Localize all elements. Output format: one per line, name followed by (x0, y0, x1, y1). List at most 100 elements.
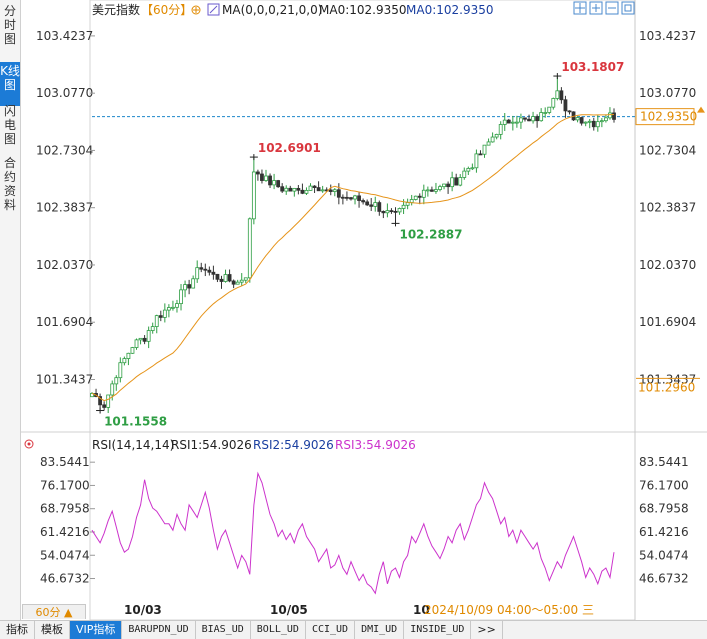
candle-body (377, 202, 382, 212)
candle-body (401, 204, 406, 209)
candle-body (470, 167, 475, 170)
price-tick-left: 101.3437 (36, 372, 93, 386)
date-label-1003: 10/03 (124, 603, 162, 617)
tab-dmi[interactable]: DMI_UD (355, 621, 405, 639)
add-icon[interactable] (191, 5, 201, 15)
candle-body (608, 112, 612, 119)
maximize-icon[interactable] (621, 1, 635, 15)
candle-body (393, 210, 398, 213)
maximize-icon-inner (624, 4, 632, 12)
chart-frame (89, 0, 636, 620)
tab-template[interactable]: 模板 (35, 621, 70, 639)
rsi-tick-right: 54.0474 (639, 548, 689, 562)
period-selector-button[interactable]: 60分 ▲ (22, 604, 86, 619)
tab-inside[interactable]: INSIDE_UD (404, 621, 472, 639)
candle-body (563, 99, 568, 112)
price-tick-left: 102.7304 (36, 143, 93, 157)
candle-body (482, 144, 487, 155)
candle-body (369, 204, 374, 207)
candle-body (353, 195, 357, 200)
candle-body (211, 271, 216, 275)
tab-contract-info[interactable]: 合约资料 (3, 156, 16, 212)
candle-body (458, 177, 463, 186)
annotation-label: 102.2887 (399, 227, 462, 241)
candle-body (397, 208, 402, 213)
candle-body (494, 133, 499, 138)
rsi-settings-icon-dot (27, 442, 31, 446)
candle-body (421, 189, 426, 198)
candle-body (442, 183, 446, 188)
rsi-settings-icon[interactable] (24, 439, 34, 449)
candle-body (235, 281, 240, 285)
tab-indicator[interactable]: 指标 (0, 621, 35, 639)
candle-body (110, 383, 115, 396)
chart-area[interactable]: 美元指数 【60分】 MA(0,0,0,21,0,0) MA0:102.9350… (0, 0, 707, 620)
candle-body (381, 211, 386, 214)
candle-body (227, 274, 232, 282)
candle-body (340, 196, 345, 199)
candle-body (547, 106, 552, 113)
candle-body (519, 117, 523, 123)
candle-body (199, 267, 204, 270)
date-label-1005: 10/05 (270, 603, 308, 617)
rsi3-value: RSI3:54.9026 (335, 438, 416, 452)
annotation-label: 101.1558 (104, 415, 167, 429)
rsi-label: RSI(14,14,14) (92, 438, 174, 452)
tab-boll[interactable]: BOLL_UD (251, 621, 306, 639)
tab-bias[interactable]: BIAS_UD (196, 621, 251, 639)
candle-body (130, 347, 135, 354)
tab-more[interactable]: >> (471, 621, 503, 639)
candle-body (591, 120, 596, 128)
candle-body (559, 90, 564, 101)
candle-body (409, 199, 414, 203)
candle-body (215, 273, 220, 280)
candle-body (171, 306, 175, 309)
candle-body (191, 278, 196, 289)
price-axis: 103.4237 103.4237 103.0770 103.0770 102.7304… (36, 29, 696, 387)
candle-body (349, 197, 353, 200)
rsi2-value: RSI2:54.9026 (253, 438, 334, 452)
tab-kline[interactable]: K线图 (0, 62, 20, 106)
candle-body (146, 330, 151, 342)
annotation-label: 102.6901 (258, 141, 321, 155)
candle-body (575, 117, 580, 121)
candle-body (514, 121, 519, 124)
candle-body (292, 187, 297, 192)
candle-body (531, 116, 535, 122)
candle-body (454, 177, 459, 186)
tab-barupdn[interactable]: BARUPDN_UD (122, 621, 196, 639)
crosshair-time: 2024/10/09 04:00～05:00 三 (424, 603, 594, 617)
candle-body (587, 120, 592, 123)
candle-body (183, 284, 187, 291)
candlestick-series (90, 76, 616, 414)
candle-body (498, 124, 503, 135)
price-tick-right: 103.4237 (639, 29, 696, 43)
candle-body (450, 177, 455, 188)
candle-body (284, 187, 289, 192)
candle-body (256, 171, 260, 175)
candle-body (434, 189, 438, 192)
tab-cci[interactable]: CCI_UD (306, 621, 356, 639)
candle-body (551, 98, 556, 108)
ma0-value: MA0:102.9350 (319, 3, 407, 17)
candle-body (425, 189, 430, 192)
indicator-tab-bar: 指标 模板 VIP指标 BARUPDN_UD BIAS_UD BOLL_UD C… (0, 620, 707, 639)
candle-body (308, 185, 313, 191)
candle-body (474, 153, 479, 169)
tab-intraday[interactable]: 分时图 (3, 4, 16, 46)
candle-body (288, 187, 293, 192)
candle-body (417, 195, 422, 198)
candle-body (446, 183, 450, 188)
tab-lightning[interactable]: 闪电图 (3, 104, 16, 146)
candle-body (316, 187, 321, 192)
candle-body (223, 274, 228, 282)
sidebar: 分时图 K线图 闪电图 合约资料 (0, 0, 21, 620)
candle-body (413, 195, 418, 200)
candle-body (166, 307, 171, 311)
candle-body (604, 117, 608, 122)
candle-body (219, 278, 224, 282)
tab-vip-indicator[interactable]: VIP指标 (70, 621, 123, 639)
price-tick-left: 102.3837 (36, 201, 93, 215)
candle-body (179, 289, 183, 305)
candle-body (555, 90, 560, 99)
